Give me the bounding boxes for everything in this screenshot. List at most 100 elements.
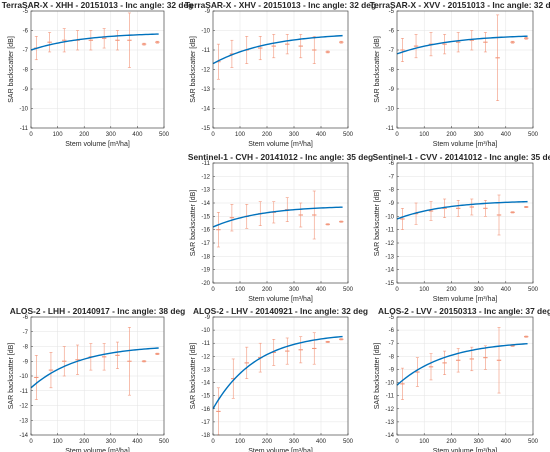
x-tick-label: 100 [235, 439, 246, 445]
x-tick-label: 300 [106, 132, 117, 138]
y-tick-label: -16 [201, 407, 210, 413]
y-tick-label: -11 [202, 48, 211, 54]
chart-title: Sentinel-1 - CVH - 20141012 - Inc angle:… [188, 152, 373, 162]
y-tick-label: -7 [389, 174, 395, 180]
y-axis-label: SAR backscatter [dB] [190, 190, 197, 257]
x-tick-label: 0 [211, 439, 215, 445]
y-tick-label: -18 [201, 433, 210, 439]
y-axis-label: SAR backscatter [dB] [374, 343, 381, 410]
y-tick-label: -12 [201, 68, 210, 74]
y-tick-label: -8 [389, 188, 395, 194]
y-tick-label: -11 [202, 341, 211, 347]
chart-title: Sentinel-1 - CVV - 20141012 - Inc angle:… [373, 152, 550, 162]
y-tick-label: -12 [385, 241, 394, 247]
x-tick-label: 300 [289, 132, 300, 138]
chart-title: ALOS-2 - LVV - 20150313 - Inc angle: 37 … [378, 306, 550, 316]
fit-curve [30, 347, 159, 389]
y-tick-label: -6 [389, 29, 395, 35]
y-tick-label: -14 [19, 433, 28, 439]
fit-curve [212, 34, 343, 65]
y-tick-label: -12 [385, 407, 394, 413]
y-tick-label: -8 [389, 354, 395, 360]
chart-panel: -6 -7 -8 -9 -10 -11 -12 -13 -140 100 200 300 400 500 A… [8, 306, 185, 452]
x-tick-label: 400 [132, 132, 143, 138]
x-axis-label: Stem volume [m³/ha] [433, 448, 498, 452]
y-tick-label: -14 [385, 268, 394, 274]
x-tick-label: 200 [446, 439, 457, 445]
y-tick-label: -6 [23, 315, 29, 321]
x-tick-label: 100 [419, 132, 430, 138]
y-tick-label: -15 [385, 281, 394, 287]
x-tick-label: 500 [159, 439, 170, 445]
y-tick-label: -17 [201, 420, 210, 426]
x-tick-label: 200 [262, 439, 273, 445]
y-tick-label: -7 [23, 330, 29, 336]
y-tick-label: -5 [23, 9, 29, 15]
y-axis-label: SAR backscatter [dB] [190, 36, 197, 103]
y-tick-label: -9 [23, 359, 29, 365]
x-tick-label: 0 [395, 132, 399, 138]
y-tick-label: -5 [389, 9, 395, 15]
y-axis-label: SAR backscatter [dB] [8, 343, 15, 410]
x-axis-label: Stem volume [m³/ha] [433, 296, 498, 303]
x-tick-label: 500 [528, 132, 539, 138]
y-tick-label: -14 [385, 433, 394, 439]
x-tick-label: 0 [29, 132, 33, 138]
y-tick-label: -12 [201, 174, 210, 180]
y-tick-label: -6 [23, 29, 29, 35]
plot-frame [396, 162, 534, 284]
chart-title: TerraSAR-X - XHV - 20151013 - Inc angle:… [185, 0, 376, 10]
y-tick-label: -9 [389, 201, 395, 207]
chart-panel: -5 -6 -7 -8 -9 -10 -11 -12 -13 -140 100 200 300 400 50… [374, 306, 550, 452]
x-tick-label: 400 [316, 439, 327, 445]
chart-panel: -5 -6 -7 -8 -9 -10 -110 100 200 300 400 500 TerraSAR… [370, 0, 550, 148]
x-axis-label: Stem volume [m³/ha] [248, 448, 313, 452]
y-tick-label: -10 [385, 214, 394, 220]
y-tick-label: -11 [202, 161, 211, 167]
y-tick-label: -10 [385, 107, 394, 113]
y-tick-label: -8 [23, 68, 29, 74]
y-tick-label: -11 [386, 394, 395, 400]
x-axis-label: Stem volume [m³/ha] [433, 141, 498, 148]
y-tick-label: -8 [23, 345, 29, 351]
chart-panel: -9 -10 -11 -12 -13 -14 -15 -16 -17 -180 100 200 300 4… [190, 306, 368, 452]
y-tick-label: -6 [389, 328, 395, 334]
y-tick-label: -5 [389, 315, 395, 321]
plot-frame [212, 316, 349, 436]
x-tick-label: 500 [343, 132, 354, 138]
y-tick-label: -19 [201, 268, 210, 274]
chart-panel: -11 -12 -13 -14 -15 -16 -17 -18 -19 -200 100 200 300… [188, 152, 373, 303]
plot-frame [212, 162, 349, 284]
y-tick-label: -15 [201, 126, 210, 132]
fit-curve [212, 206, 343, 228]
x-tick-label: 400 [501, 439, 512, 445]
plot-frame [30, 10, 165, 129]
y-axis-label: SAR backscatter [dB] [374, 190, 381, 257]
x-tick-label: 400 [501, 287, 512, 293]
plot-frame [212, 10, 349, 129]
x-tick-label: 100 [235, 287, 246, 293]
y-tick-label: -20 [201, 281, 210, 287]
x-tick-label: 300 [474, 132, 485, 138]
x-tick-label: 400 [316, 132, 327, 138]
y-tick-label: -11 [386, 126, 395, 132]
chart-title: TerraSAR-X - XVV - 20151013 - Inc angle:… [370, 0, 550, 10]
y-tick-label: -10 [19, 374, 28, 380]
y-tick-label: -9 [389, 87, 395, 93]
y-axis-label: SAR backscatter [dB] [374, 36, 381, 103]
x-tick-label: 200 [262, 287, 273, 293]
y-axis-label: SAR backscatter [dB] [190, 343, 197, 410]
fit-curve [212, 335, 343, 410]
y-tick-label: -13 [201, 367, 210, 373]
x-tick-label: 200 [446, 287, 457, 293]
y-tick-label: -7 [389, 48, 395, 54]
y-tick-label: -10 [19, 107, 28, 113]
x-axis-label: Stem volume [m³/ha] [65, 448, 130, 452]
y-tick-label: -13 [201, 188, 210, 194]
y-tick-label: -9 [205, 9, 211, 15]
fit-curve [30, 33, 159, 51]
x-tick-label: 500 [528, 287, 539, 293]
fit-curve [396, 343, 528, 386]
y-tick-label: -11 [20, 126, 29, 132]
x-tick-label: 0 [211, 132, 215, 138]
